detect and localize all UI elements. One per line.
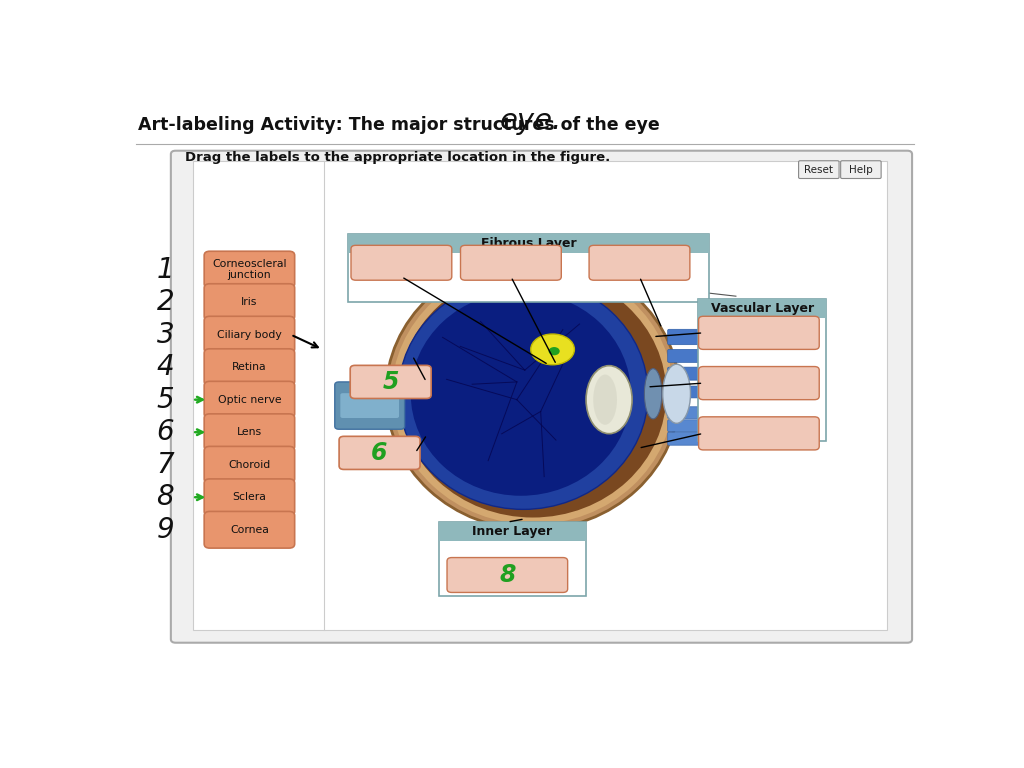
Text: 9: 9 — [157, 516, 174, 544]
Text: 6: 6 — [372, 441, 388, 465]
Text: 8: 8 — [157, 483, 174, 511]
Text: Iris: Iris — [242, 297, 258, 307]
FancyBboxPatch shape — [668, 386, 728, 398]
FancyBboxPatch shape — [204, 479, 295, 515]
Text: Sclera: Sclera — [232, 492, 266, 502]
Text: Drag the labels to the appropriate location in the figure.: Drag the labels to the appropriate locat… — [185, 151, 610, 164]
Text: Vascular Layer: Vascular Layer — [711, 302, 814, 315]
Circle shape — [549, 347, 560, 356]
FancyBboxPatch shape — [339, 436, 420, 469]
FancyBboxPatch shape — [204, 382, 295, 418]
Ellipse shape — [644, 369, 662, 419]
Ellipse shape — [392, 263, 674, 525]
FancyBboxPatch shape — [698, 417, 819, 450]
Text: Help: Help — [849, 164, 872, 174]
FancyBboxPatch shape — [668, 432, 725, 445]
Text: 5: 5 — [157, 386, 174, 414]
Text: 7: 7 — [157, 451, 174, 478]
FancyBboxPatch shape — [204, 511, 295, 548]
FancyBboxPatch shape — [698, 366, 819, 399]
Text: 8: 8 — [499, 563, 516, 587]
FancyBboxPatch shape — [668, 420, 725, 432]
Ellipse shape — [663, 364, 690, 423]
FancyBboxPatch shape — [697, 299, 826, 441]
Text: Reset: Reset — [804, 164, 834, 174]
FancyBboxPatch shape — [204, 316, 295, 353]
Text: Ciliary body: Ciliary body — [217, 329, 282, 339]
Text: 4: 4 — [157, 353, 174, 381]
Ellipse shape — [530, 334, 574, 365]
Text: Fibrous Layer: Fibrous Layer — [480, 237, 577, 250]
Ellipse shape — [398, 278, 648, 509]
Bar — [348, 234, 709, 253]
FancyBboxPatch shape — [340, 393, 399, 418]
Text: Lens: Lens — [237, 427, 262, 437]
FancyBboxPatch shape — [335, 382, 404, 429]
Text: 5: 5 — [382, 370, 399, 394]
Text: Art-labeling Activity: The major structures of the eye: Art-labeling Activity: The major structu… — [137, 116, 659, 134]
FancyBboxPatch shape — [841, 161, 881, 178]
FancyBboxPatch shape — [461, 245, 561, 280]
FancyBboxPatch shape — [351, 245, 452, 280]
FancyBboxPatch shape — [204, 414, 295, 451]
FancyBboxPatch shape — [439, 522, 586, 596]
FancyBboxPatch shape — [204, 251, 295, 288]
Text: Optic nerve: Optic nerve — [218, 395, 282, 405]
Ellipse shape — [593, 375, 617, 425]
FancyBboxPatch shape — [204, 349, 295, 386]
Text: 2: 2 — [157, 288, 174, 316]
FancyBboxPatch shape — [204, 283, 295, 320]
FancyBboxPatch shape — [799, 161, 839, 178]
FancyBboxPatch shape — [447, 558, 567, 592]
Text: Cornea: Cornea — [230, 525, 269, 535]
Bar — [439, 522, 586, 541]
FancyBboxPatch shape — [668, 407, 725, 419]
Bar — [697, 300, 826, 318]
FancyBboxPatch shape — [589, 245, 690, 280]
Ellipse shape — [586, 366, 632, 434]
FancyBboxPatch shape — [668, 367, 728, 380]
Text: 6: 6 — [157, 419, 174, 446]
Text: Inner Layer: Inner Layer — [472, 525, 553, 538]
FancyBboxPatch shape — [204, 446, 295, 483]
Ellipse shape — [386, 258, 680, 530]
Text: 1: 1 — [157, 256, 174, 283]
Ellipse shape — [399, 270, 667, 518]
Text: 3: 3 — [157, 320, 174, 349]
FancyBboxPatch shape — [668, 329, 728, 345]
FancyBboxPatch shape — [698, 316, 819, 349]
Text: Choroid: Choroid — [228, 460, 270, 470]
Ellipse shape — [411, 292, 631, 496]
FancyBboxPatch shape — [350, 366, 431, 399]
Text: Retina: Retina — [232, 362, 266, 372]
FancyBboxPatch shape — [348, 234, 709, 302]
Text: Corneoscleral
junction: Corneoscleral junction — [212, 259, 287, 280]
Text: eye.: eye. — [500, 107, 561, 135]
FancyBboxPatch shape — [171, 151, 912, 643]
FancyBboxPatch shape — [668, 349, 728, 362]
FancyBboxPatch shape — [194, 161, 888, 631]
